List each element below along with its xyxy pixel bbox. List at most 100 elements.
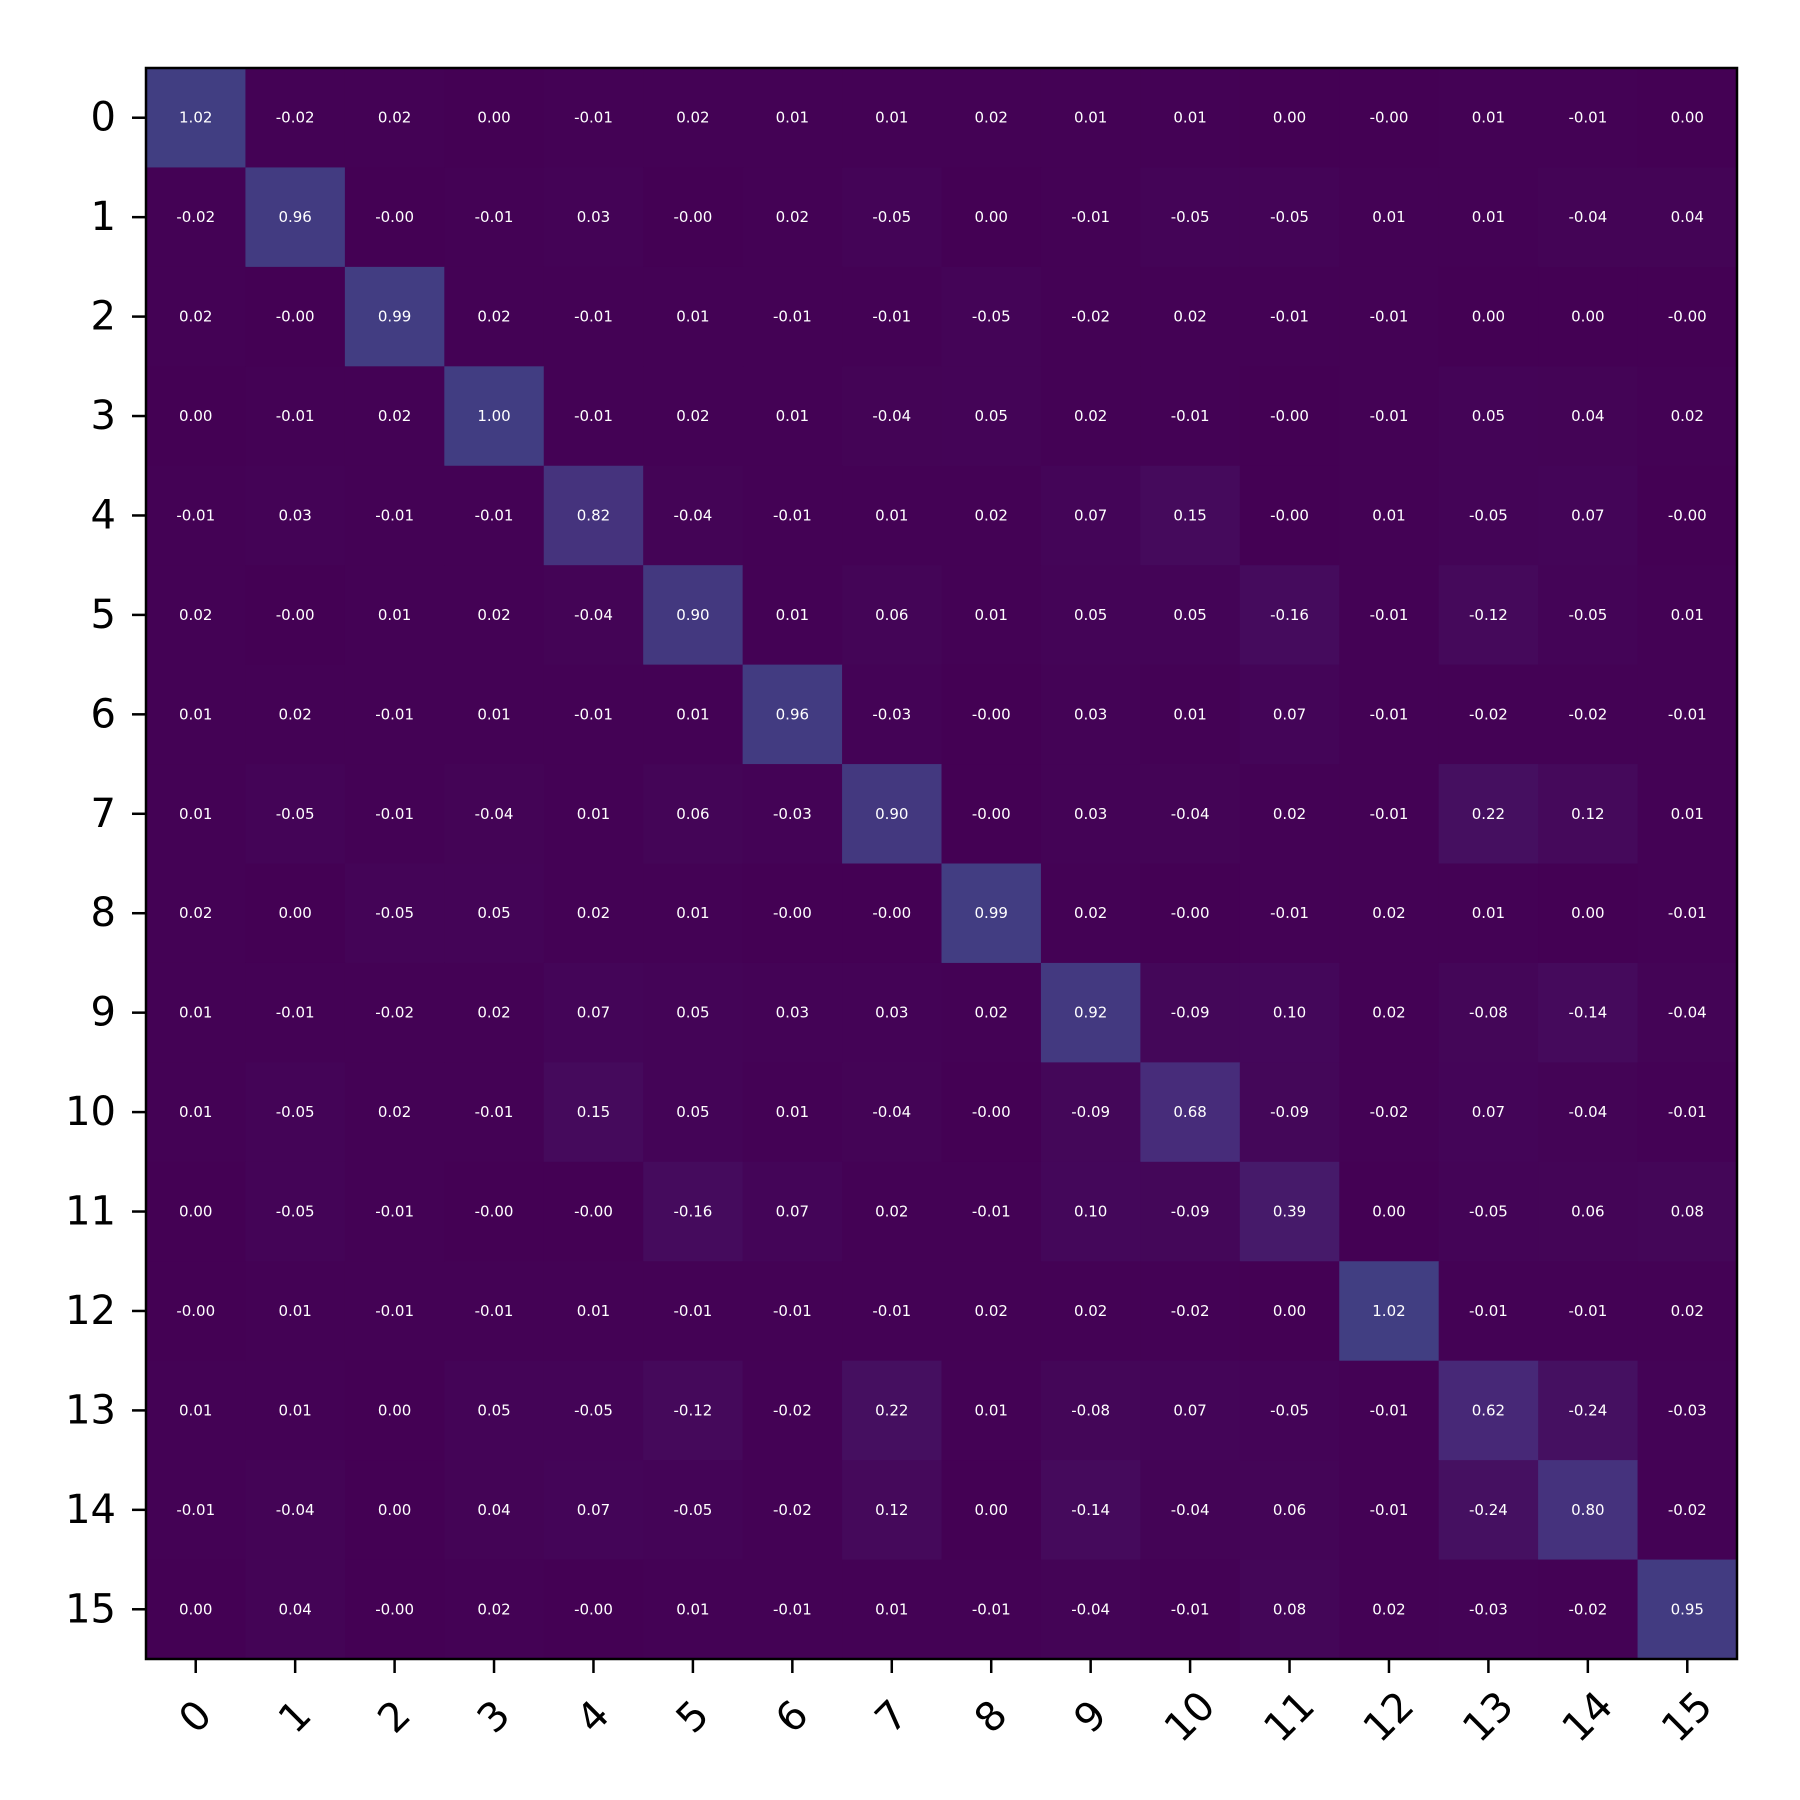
cell-value-label: -0.02 [1370,1103,1409,1121]
heatmap-cell [1538,1360,1639,1461]
heatmap-cell [842,1460,942,1561]
heatmap-cell [643,962,744,1063]
heatmap-cell [1140,664,1241,765]
heatmap-cell [1239,266,1340,367]
heatmap-cell [543,664,644,765]
heatmap-cell [1040,565,1141,666]
heatmap-cell [245,1360,346,1461]
heatmap-cell [444,1062,545,1163]
cell-value-label: -0.09 [1071,1103,1110,1121]
cell-value-label: 0.07 [776,1203,809,1221]
heatmap-cell [742,366,843,467]
cell-value-label: 0.08 [1273,1600,1306,1618]
heatmap-cell [1339,465,1440,566]
cell-value-label: 0.01 [975,606,1008,624]
cell-value-label: -0.01 [475,506,514,524]
cell-value-label: -0.01 [674,1302,713,1320]
heatmap-cell [146,366,246,467]
cell-value-label: -0.00 [375,208,414,226]
heatmap-cell [543,266,644,367]
heatmap-cell [1438,266,1539,367]
cell-value-label: -0.00 [475,1203,514,1221]
heatmap-cell [842,68,942,168]
heatmap-cell [444,1360,545,1461]
cell-value-label: -0.14 [1071,1501,1110,1519]
cell-value-label: 0.39 [1273,1203,1306,1221]
y-tick-label: 3 [91,393,116,439]
heatmap-cell [643,1559,744,1660]
cell-value-label: -0.05 [1469,506,1508,524]
heatmap-cell [742,1261,843,1362]
cell-value-label: 0.01 [1472,109,1505,127]
heatmap-cell [742,68,843,168]
cell-value-label: 0.01 [1173,109,1206,127]
cell-value-label: 0.01 [378,606,411,624]
heatmap-cell [643,167,744,268]
cell-value-label: 0.02 [378,1103,411,1121]
cell-value-label: -0.00 [1270,506,1309,524]
cell-value-label: 0.01 [1671,805,1704,823]
cell-value-label: -0.04 [1568,1103,1607,1121]
cell-value-label: 0.00 [278,904,311,922]
cell-value-label: 0.03 [776,1004,809,1022]
heatmap-cell [344,1161,445,1262]
heatmap-cell [1040,68,1141,168]
cell-value-label: 0.07 [1472,1103,1505,1121]
heatmap-cell [742,1460,843,1561]
cell-value-label: -0.04 [1171,805,1210,823]
cell-value-label: 0.05 [975,407,1008,425]
cell-value-label: 0.05 [477,1401,510,1419]
cell-value-label: -0.02 [1469,705,1508,723]
heatmap-cell [245,565,346,666]
heatmap-cell [1040,366,1141,467]
cell-value-label: 0.00 [378,1501,411,1519]
cell-value-label: -0.02 [1071,308,1110,326]
heatmap-cell [543,1261,644,1362]
cell-value-label: 0.02 [975,1302,1008,1320]
heatmap-cell [146,1460,246,1561]
heatmap-cell [1637,1062,1738,1163]
heatmap-cell [941,565,1042,666]
cell-value-label: 0.02 [378,407,411,425]
heatmap-cell [742,664,843,765]
heatmap-cell [444,366,545,467]
y-tick-label: 2 [91,294,116,340]
heatmap-cell [146,1559,246,1660]
cell-value-label: 0.02 [1671,407,1704,425]
cell-value-label: 0.02 [1372,1004,1405,1022]
heatmap-cell [742,465,843,566]
heatmap-cell [245,1460,346,1561]
heatmap-cell [1140,1559,1241,1660]
cell-value-label: -0.05 [1171,208,1210,226]
heatmap-cell [1637,1360,1738,1461]
heatmap-cell [1438,68,1539,168]
heatmap-cell [444,1559,545,1660]
y-tick-label: 11 [65,1189,116,1235]
cell-value-label: -0.16 [674,1203,713,1221]
cell-value-label: 0.15 [577,1103,610,1121]
heatmap-cell [245,1062,346,1163]
cell-value-label: 0.80 [1571,1501,1604,1519]
heatmap-cell [444,1460,545,1561]
heatmap-cell [1637,962,1738,1063]
cell-value-label: 0.01 [676,705,709,723]
heatmap-cell [1339,1360,1440,1461]
cell-value-label: -0.05 [276,1103,315,1121]
heatmap-cell [1140,863,1241,964]
heatmap-cell [1339,565,1440,666]
cell-value-label: 0.03 [875,1004,908,1022]
heatmap-cell [941,266,1042,367]
heatmap-cell [444,266,545,367]
heatmap-cell [344,565,445,666]
heatmap-cell [1438,167,1539,268]
y-tick-label: 15 [65,1586,116,1632]
heatmap-cell [1538,465,1639,566]
cell-value-label: 0.92 [1074,1004,1107,1022]
heatmap-cell [643,68,744,168]
heatmap-cell [444,962,545,1063]
cell-value-label: -0.01 [1270,308,1309,326]
heatmap-cell [1040,1062,1141,1163]
heatmap-cells [146,68,1738,1660]
cell-value-label: 0.06 [1273,1501,1306,1519]
